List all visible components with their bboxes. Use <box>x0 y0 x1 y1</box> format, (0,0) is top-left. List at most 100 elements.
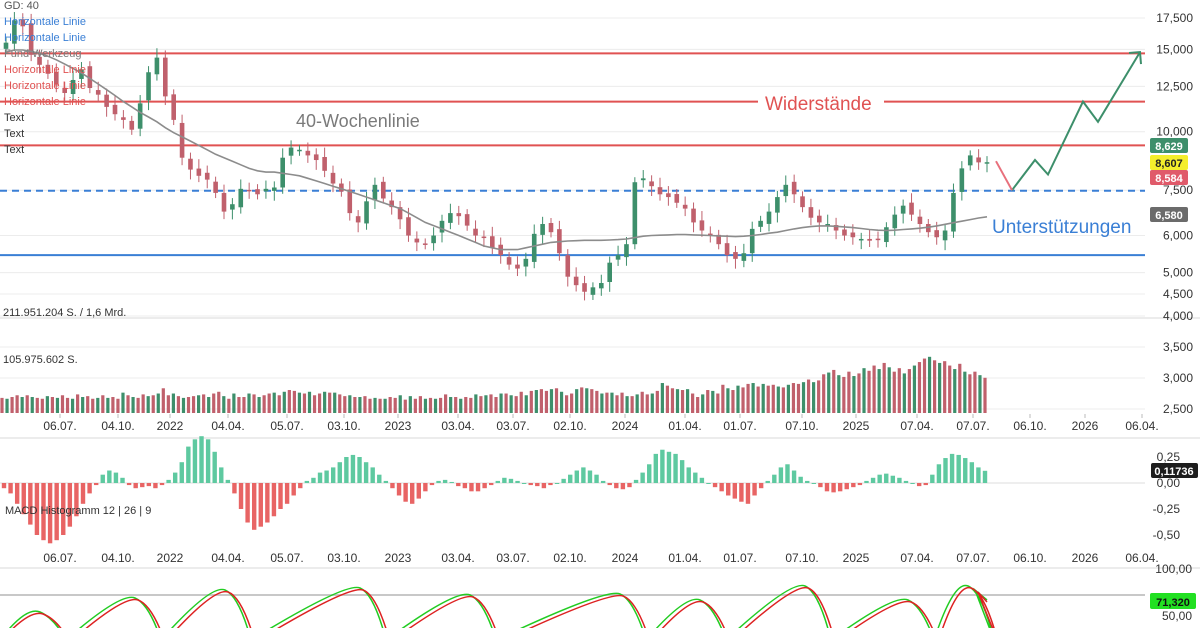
candle-body <box>263 188 269 192</box>
candle-body <box>867 238 872 241</box>
volume-bar <box>922 358 927 413</box>
volume-bar <box>877 369 881 413</box>
candle-body <box>657 187 663 195</box>
support-label[interactable]: Unterstützungen <box>992 217 1131 238</box>
legend: GD: 40 <box>4 0 39 12</box>
ma40-label[interactable]: 40-Wochenlinie <box>296 111 420 131</box>
stochastic-panel <box>0 584 1145 628</box>
macd-bar <box>363 462 369 483</box>
horizontal-lines[interactable] <box>0 52 1145 257</box>
candle-body <box>531 233 537 262</box>
candle-body <box>355 216 361 223</box>
volume-bar <box>363 396 367 413</box>
candle-body <box>682 204 688 209</box>
svg-text:8,584: 8,584 <box>1155 173 1183 185</box>
x-tick-label: 07.04. <box>900 419 933 433</box>
candle-body <box>724 243 730 256</box>
macd-bar <box>324 470 329 483</box>
candle-body <box>288 147 294 156</box>
macd-bar <box>837 483 843 492</box>
volume-bar <box>91 398 95 413</box>
candle-body <box>154 57 160 75</box>
macd-bar <box>930 474 935 483</box>
x-tick-label: 01.04. <box>668 419 701 433</box>
volume-bar <box>212 393 216 413</box>
macd-bar <box>436 480 441 483</box>
macd-bar <box>805 480 810 483</box>
candle-body <box>741 253 747 261</box>
x-tick-label: 03.04. <box>441 551 474 565</box>
volume-bar <box>383 398 387 413</box>
macd-bar <box>884 473 889 483</box>
volume-bar <box>751 383 755 413</box>
candle-body <box>624 244 629 258</box>
macd-bar <box>712 483 718 488</box>
macd-bar <box>251 483 257 530</box>
x-tick-label: 01.07. <box>723 419 756 433</box>
candle-body <box>20 19 26 27</box>
macd-bar <box>521 483 527 484</box>
volume-bar <box>575 389 579 413</box>
stoch-tick-label: 100,00 <box>1155 562 1192 576</box>
candle-body <box>347 189 353 214</box>
x-tick-label: 2026 <box>1072 551 1099 565</box>
macd-bar <box>74 483 79 517</box>
macd-bar <box>383 480 389 483</box>
volume-bar <box>76 394 80 413</box>
volume-bar <box>45 396 49 413</box>
macd-bar <box>219 467 224 483</box>
macd-bar <box>844 483 849 490</box>
resistance-label[interactable]: Widerstände <box>765 94 872 115</box>
candle-body <box>104 94 109 107</box>
macd-bar <box>278 483 283 509</box>
candle-body <box>666 193 671 198</box>
candle-body <box>967 155 973 166</box>
macd-bar <box>758 483 764 489</box>
macd-bar <box>686 467 691 483</box>
volume-bar <box>660 383 664 413</box>
candle-body <box>272 187 277 191</box>
volume-bar <box>862 368 866 413</box>
volume-bar <box>499 393 503 413</box>
candle-body <box>791 181 797 195</box>
x-tick-label: 2024 <box>612 551 639 565</box>
volume-bar <box>176 396 181 413</box>
volume-bar <box>882 362 886 413</box>
volume-bars <box>0 356 987 413</box>
volume-bar <box>927 356 932 413</box>
candle-body <box>129 120 135 130</box>
volume-bar <box>943 361 947 413</box>
macd-bar <box>238 483 244 509</box>
candle-body <box>163 57 168 97</box>
volume-bar <box>912 365 917 413</box>
macd-bar <box>311 477 316 483</box>
candle-body <box>79 69 84 79</box>
candle-body <box>171 94 176 120</box>
volume-bar <box>338 394 342 413</box>
volume-bar <box>474 394 478 413</box>
macd-bar <box>772 474 777 483</box>
volume-bar <box>141 394 145 413</box>
macd-bar <box>890 475 896 483</box>
volume-bar <box>449 397 453 413</box>
volume-bar <box>766 385 770 413</box>
macd-bar <box>199 436 204 483</box>
candle-body <box>766 211 772 224</box>
candle-body <box>339 183 344 192</box>
macd-bar <box>706 483 711 484</box>
volume-bar <box>479 396 483 413</box>
legend-item: Horizontale Linie <box>4 64 86 76</box>
macd-bar <box>34 483 40 535</box>
macd-bar <box>41 483 46 541</box>
volume-bar <box>50 397 55 413</box>
candle-body <box>942 230 948 241</box>
volume-bar <box>494 397 498 413</box>
x-tick-label: 2023 <box>385 419 412 433</box>
macd-bar <box>673 453 678 483</box>
volume-bar <box>559 391 564 413</box>
volume-bar <box>958 363 962 413</box>
volume-max-label: 211.951.204 S. / 1,6 Mrd. <box>3 307 126 319</box>
volume-bar <box>166 395 170 413</box>
candle-body <box>121 117 126 120</box>
